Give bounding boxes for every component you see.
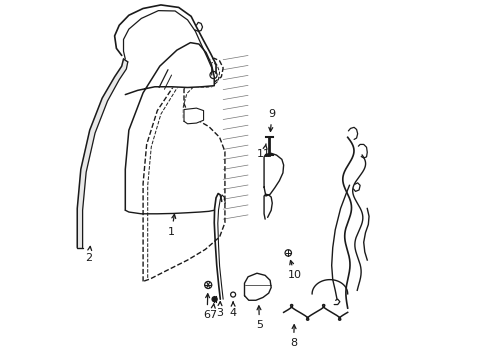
Polygon shape bbox=[125, 42, 214, 210]
Text: 7: 7 bbox=[208, 304, 216, 320]
Text: 3: 3 bbox=[216, 302, 223, 319]
Text: 10: 10 bbox=[287, 261, 302, 280]
Text: 8: 8 bbox=[289, 325, 297, 348]
Text: 1: 1 bbox=[168, 214, 175, 237]
Text: 6: 6 bbox=[203, 294, 210, 320]
Polygon shape bbox=[264, 153, 283, 196]
Polygon shape bbox=[244, 273, 271, 300]
Polygon shape bbox=[347, 127, 357, 139]
Text: 4: 4 bbox=[229, 302, 236, 319]
Circle shape bbox=[212, 297, 217, 302]
Polygon shape bbox=[333, 299, 339, 305]
Polygon shape bbox=[353, 183, 359, 192]
Text: 9: 9 bbox=[268, 109, 275, 131]
Polygon shape bbox=[77, 59, 127, 248]
Text: 5: 5 bbox=[255, 306, 263, 330]
Text: 11: 11 bbox=[257, 144, 270, 159]
Polygon shape bbox=[183, 108, 203, 124]
Polygon shape bbox=[358, 144, 366, 158]
Text: 2: 2 bbox=[85, 246, 92, 263]
